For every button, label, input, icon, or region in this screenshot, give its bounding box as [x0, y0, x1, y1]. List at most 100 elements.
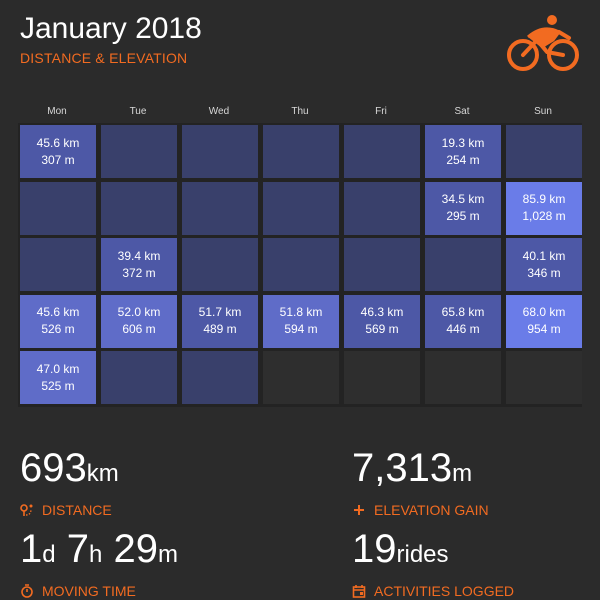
calendar-day[interactable]: 68.0 km 954 m: [506, 294, 582, 348]
calendar-day[interactable]: 46.3 km 569 m: [344, 294, 420, 348]
calendar-day[interactable]: [182, 125, 258, 178]
calendar-icon: [352, 585, 366, 598]
calendar-day[interactable]: 51.8 km 594 m: [263, 294, 339, 348]
day-distance: 51.8 km: [279, 305, 323, 319]
calendar-day[interactable]: 51.7 km 489 m: [182, 294, 258, 348]
distance-stat: 693km DISTANCE: [20, 448, 119, 518]
calendar-day-outside-month: [425, 351, 501, 404]
elevation-value-row: 7,313m: [352, 448, 489, 494]
calendar-day[interactable]: 45.6 km 307 m: [20, 125, 96, 178]
moving-time-days-unit: d: [42, 541, 56, 568]
weekday-label: Tue: [129, 106, 147, 117]
calendar-day-outside-month: [344, 351, 420, 404]
day-distance: 47.0 km: [36, 361, 80, 376]
elevation-unit: m: [452, 460, 473, 487]
calendar-day-outside-month: [263, 351, 339, 404]
calendar-day[interactable]: [101, 181, 177, 235]
day-elevation: 295 m: [446, 209, 480, 223]
calendar-day[interactable]: 19.3 km 254 m: [425, 125, 501, 178]
weekday-label: Sat: [454, 106, 470, 117]
day-distance: 40.1 km: [522, 248, 566, 263]
calendar-day[interactable]: [506, 125, 582, 178]
activities-unit: rides: [396, 541, 449, 568]
calendar-day[interactable]: [101, 125, 177, 178]
activities-label: ACTIVITIES LOGGED: [374, 583, 515, 599]
calendar-day[interactable]: [263, 125, 339, 178]
elevation-stat: 7,313m ELEVATION GAIN: [352, 448, 489, 518]
day-elevation: 346 m: [527, 265, 561, 280]
day-distance: 34.5 km: [441, 192, 485, 206]
calendar-day[interactable]: 39.4 km 372 m: [101, 238, 177, 291]
calendar-day[interactable]: 52.0 km 606 m: [101, 294, 177, 348]
distance-value-row: 693km: [20, 448, 119, 494]
calendar-grid: 45.6 km 307 m 19.3 km 254 m 34.5 km 295 m 85.9…: [18, 123, 582, 407]
activities-value: 19: [352, 527, 397, 571]
calendar-day[interactable]: [20, 238, 96, 291]
distance-unit: km: [86, 460, 119, 487]
calendar-day[interactable]: 40.1 km 346 m: [506, 238, 582, 291]
distance-label-row: DISTANCE: [20, 502, 119, 518]
distance-value: 693: [20, 446, 87, 490]
moving-time-hours: 7: [66, 527, 89, 571]
weekday-label: Wed: [208, 106, 230, 117]
day-elevation: 569 m: [365, 322, 399, 336]
day-distance: 45.6 km: [36, 305, 80, 319]
day-elevation: 446 m: [446, 322, 480, 336]
day-elevation: 489 m: [203, 322, 237, 336]
page-subtitle: DISTANCE & ELEVATION: [20, 50, 188, 66]
calendar-day[interactable]: 34.5 km 295 m: [425, 181, 501, 235]
moving-time-minutes: 29: [113, 527, 158, 571]
route-icon: [20, 504, 33, 516]
moving-time-stat: 1d 7h 29m MOVING TIME: [20, 529, 178, 599]
calendar-day[interactable]: [182, 181, 258, 235]
plus-icon: [354, 505, 364, 515]
moving-time-hours-unit: h: [88, 541, 103, 568]
calendar-day[interactable]: [344, 238, 420, 291]
day-distance: 65.8 km: [441, 305, 485, 319]
day-distance: 52.0 km: [117, 305, 161, 319]
moving-time-value-row: 1d 7h 29m: [20, 529, 178, 575]
day-elevation: 254 m: [446, 152, 480, 167]
moving-time-days: 1: [20, 527, 43, 571]
weekday-header: Mon Tue Wed Thu Fri Sat Sun: [18, 106, 582, 120]
day-distance: 19.3 km: [441, 135, 485, 150]
distance-label: DISTANCE: [42, 502, 112, 518]
calendar-day[interactable]: [344, 181, 420, 235]
day-distance: 51.7 km: [198, 305, 242, 319]
weekday-label: Sun: [534, 106, 552, 117]
moving-time-label-row: MOVING TIME: [20, 583, 178, 599]
day-distance: 68.0 km: [522, 305, 566, 319]
moving-time-minutes-unit: m: [157, 541, 178, 568]
calendar-day[interactable]: 65.8 km 446 m: [425, 294, 501, 348]
cyclist-icon: [507, 15, 579, 71]
moving-time-label: MOVING TIME: [42, 583, 136, 599]
calendar-day[interactable]: [20, 181, 96, 235]
calendar-day[interactable]: [344, 125, 420, 178]
calendar-day[interactable]: [263, 181, 339, 235]
activities-value-row: 19rides: [352, 529, 514, 575]
weekday-label: Fri: [375, 106, 387, 117]
calendar-day[interactable]: [182, 238, 258, 291]
day-distance: 46.3 km: [360, 305, 404, 319]
day-elevation: 606 m: [122, 322, 156, 336]
day-elevation: 372 m: [122, 265, 156, 280]
elevation-label: ELEVATION GAIN: [374, 502, 489, 518]
calendar-day[interactable]: 45.6 km 526 m: [20, 294, 96, 348]
calendar-day[interactable]: 47.0 km 525 m: [20, 351, 96, 404]
activities-label-row: ACTIVITIES LOGGED: [352, 583, 514, 599]
day-elevation: 525 m: [41, 378, 75, 393]
day-elevation: 307 m: [41, 152, 75, 167]
calendar-day[interactable]: [263, 238, 339, 291]
day-distance: 45.6 km: [36, 135, 80, 150]
calendar-day[interactable]: [101, 351, 177, 404]
elevation-value: 7,313: [352, 446, 453, 490]
calendar-day[interactable]: [182, 351, 258, 404]
calendar-day-outside-month: [506, 351, 582, 404]
page-title: January 2018: [20, 12, 202, 45]
weekday-label: Mon: [47, 106, 67, 117]
calendar-day[interactable]: [425, 238, 501, 291]
activities-stat: 19rides ACTIVITIES LOGGED: [352, 529, 514, 599]
day-elevation: 594 m: [284, 322, 318, 336]
calendar-day[interactable]: 85.9 km 1,028 m: [506, 181, 582, 235]
stopwatch-icon: [21, 584, 33, 598]
